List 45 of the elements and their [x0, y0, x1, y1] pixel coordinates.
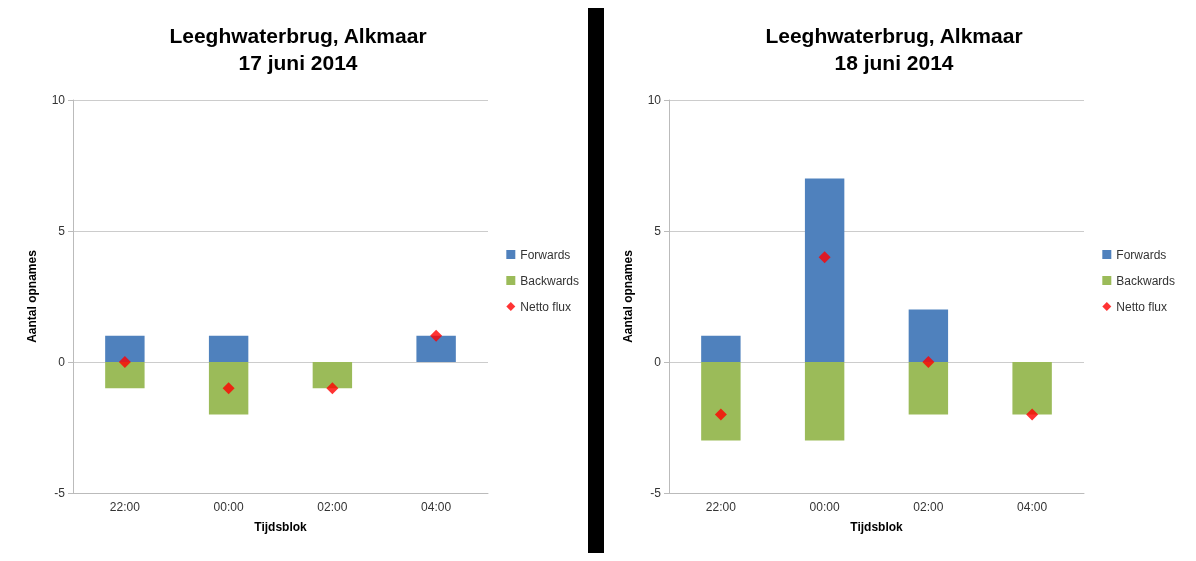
y-tick-label: -5 — [54, 486, 66, 500]
y-tick-label: 0 — [58, 355, 66, 369]
point — [714, 408, 727, 421]
bar — [804, 362, 845, 441]
x-tick-label: 02:00 — [913, 500, 944, 514]
y-axis-title: Aantal opnames — [621, 249, 635, 343]
point — [430, 329, 443, 342]
y-tick-label: 10 — [51, 93, 66, 107]
x-axis-title: Tijdsblok — [850, 520, 904, 534]
y-tick-label: 10 — [647, 93, 662, 107]
legend-label: Forwards — [520, 247, 571, 262]
x-tick-label: 00:00 — [213, 500, 244, 514]
bar — [908, 309, 949, 362]
y-tick-label: -5 — [650, 486, 662, 500]
point — [222, 382, 235, 395]
bar — [1012, 362, 1052, 415]
legend-label: Netto flux — [520, 299, 572, 314]
bar — [804, 178, 845, 362]
chart-subtitle: 17 juni 2014 — [238, 51, 358, 74]
x-axis-title: Tijdsblok — [254, 520, 308, 534]
x-tick-label: 22:00 — [705, 500, 737, 514]
x-tick-label: 22:00 — [109, 500, 141, 514]
point — [818, 251, 831, 264]
legend-label: Netto flux — [1116, 299, 1168, 314]
x-tick-label: 00:00 — [809, 500, 840, 514]
y-axis-title: Aantal opnames — [25, 249, 39, 343]
bar — [908, 362, 949, 415]
x-tick-label: 04:00 — [421, 500, 452, 514]
chart-title: Leeghwaterbrug, Alkmaar — [169, 24, 427, 47]
point — [1026, 408, 1039, 421]
point — [326, 382, 339, 395]
chart-subtitle: 18 juni 2014 — [834, 51, 954, 74]
bar — [701, 362, 741, 441]
y-tick-label: 5 — [654, 224, 662, 238]
y-tick-label: 5 — [58, 224, 66, 238]
chart-title: Leeghwaterbrug, Alkmaar — [765, 24, 1023, 47]
x-tick-label: 04:00 — [1017, 500, 1048, 514]
point — [118, 356, 131, 368]
legend-label: Backwards — [1116, 273, 1175, 288]
legend-label: Backwards — [520, 273, 579, 288]
point — [922, 356, 935, 368]
legend-label: Forwards — [1116, 247, 1167, 262]
y-tick-label: 0 — [654, 355, 662, 369]
x-tick-label: 02:00 — [317, 500, 348, 514]
bar — [701, 335, 741, 362]
